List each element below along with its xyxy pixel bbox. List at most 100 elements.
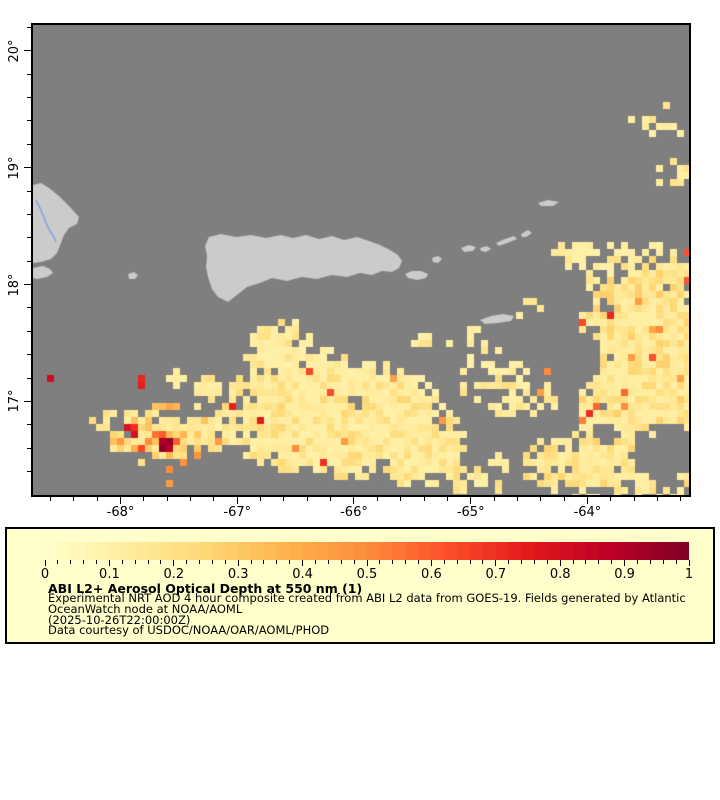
colorbar-minor-tick (353, 560, 355, 564)
y-minor-tick (27, 190, 31, 192)
legend-title: ABI L2+ Aerosol Optical Depth at 550 nm … (48, 581, 363, 596)
y-tick-label: 19° (7, 156, 22, 180)
x-minor-tick (190, 497, 192, 501)
colorbar-minor-tick (418, 560, 420, 564)
colorbar-minor-tick (186, 560, 188, 564)
colorbar-tick-label: 0.9 (614, 567, 635, 582)
y-minor-tick (27, 213, 31, 215)
y-major-tick (24, 167, 31, 169)
x-tick-label: -67° (223, 505, 252, 520)
colorbar-major-tick (559, 560, 561, 566)
x-major-tick (236, 497, 238, 504)
colorbar-minor-tick (314, 560, 316, 564)
x-minor-tick (260, 497, 262, 501)
colorbar-minor-tick (250, 560, 252, 564)
colorbar-minor-tick (160, 560, 162, 564)
colorbar-minor-tick (83, 560, 85, 564)
colorbar-major-tick (108, 560, 110, 566)
x-minor-tick (446, 497, 448, 501)
x-minor-tick (143, 497, 145, 501)
colorbar-tick-label: 0.1 (99, 567, 120, 582)
colorbar-minor-tick (675, 560, 677, 564)
colorbar-tick-label: 0 (40, 567, 50, 582)
x-tick-label: -68° (106, 505, 135, 520)
colorbar-tick-label: 0.5 (356, 567, 378, 582)
y-minor-tick (27, 96, 31, 98)
colorbar-major-tick (44, 560, 46, 566)
y-minor-tick (27, 447, 31, 449)
colorbar-minor-tick (533, 560, 535, 564)
colorbar (45, 542, 689, 560)
x-minor-tick (540, 497, 542, 501)
y-minor-tick (27, 354, 31, 356)
legend-timestamp: (2025-10-26T22:00:00Z) (48, 612, 191, 627)
x-minor-tick (213, 497, 215, 501)
y-major-tick (24, 400, 31, 402)
colorbar-minor-tick (649, 560, 651, 564)
colorbar-minor-tick (379, 560, 381, 564)
x-minor-tick (680, 497, 682, 501)
x-minor-tick (563, 497, 565, 501)
colorbar-minor-tick (598, 560, 600, 564)
x-minor-tick (96, 497, 98, 501)
colorbar-minor-tick (199, 560, 201, 564)
colorbar-minor-tick (443, 560, 445, 564)
colorbar-major-tick (495, 560, 497, 566)
colorbar-minor-tick (96, 560, 98, 564)
colorbar-minor-tick (456, 560, 458, 564)
colorbar-tick-label: 0.8 (549, 567, 571, 582)
y-minor-tick (27, 143, 31, 145)
colorbar-minor-tick (546, 560, 548, 564)
y-minor-tick (27, 424, 31, 426)
legend-credit: Data courtesy of USDOC/NOAA/OAR/AOML/PHO… (48, 623, 330, 638)
x-minor-tick (516, 497, 518, 501)
colorbar-minor-tick (340, 560, 342, 564)
colorbar-minor-tick (636, 560, 638, 564)
x-major-tick (120, 497, 122, 504)
legend-text: Experimental NRT AOD 4 hour composite cr… (48, 592, 686, 638)
x-minor-tick (306, 497, 308, 501)
x-tick-label: -65° (456, 505, 485, 520)
colorbar-minor-tick (327, 560, 329, 564)
colorbar-tick-label: 0.3 (227, 567, 249, 582)
colorbar-minor-tick (585, 560, 587, 564)
map-panel (31, 23, 691, 497)
y-minor-tick (27, 237, 31, 239)
colorbar-minor-tick (57, 560, 59, 564)
y-minor-tick (27, 471, 31, 473)
x-minor-tick (73, 497, 75, 501)
colorbar-tick-label: 0.2 (163, 567, 185, 582)
y-major-tick (24, 50, 31, 52)
legend-panel: 0 0.1 0.2 0.3 0.4 0.5 0.6 0.7 0.8 0.9 1 ABI L2+ Ae… (5, 527, 715, 644)
colorbar-minor-tick (572, 560, 574, 564)
y-minor-tick (27, 307, 31, 309)
colorbar-major-tick (237, 560, 239, 566)
colorbar-major-tick (430, 560, 432, 566)
colorbar-minor-tick (482, 560, 484, 564)
y-minor-tick (27, 260, 31, 262)
y-minor-tick (27, 377, 31, 379)
aod-map-canvas (33, 25, 689, 495)
y-tick-label: 18° (7, 273, 22, 297)
x-tick-label: -66° (340, 505, 368, 520)
colorbar-tick-label: 0.4 (292, 567, 313, 582)
colorbar-minor-tick (289, 560, 291, 564)
colorbar-minor-tick (134, 560, 136, 564)
x-minor-tick (166, 497, 168, 501)
x-minor-tick (610, 497, 612, 501)
y-minor-tick (27, 330, 31, 332)
colorbar-minor-tick (147, 560, 149, 564)
x-major-tick (470, 497, 472, 504)
colorbar-minor-tick (70, 560, 72, 564)
x-minor-tick (283, 497, 285, 501)
x-major-tick (353, 497, 355, 504)
y-minor-tick (27, 120, 31, 122)
colorbar-tick-label: 1 (684, 567, 694, 582)
x-minor-tick (656, 497, 658, 501)
x-major-tick (586, 497, 588, 504)
y-major-tick (24, 284, 31, 286)
colorbar-minor-tick (469, 560, 471, 564)
colorbar-minor-tick (611, 560, 613, 564)
colorbar-major-tick (624, 560, 626, 566)
